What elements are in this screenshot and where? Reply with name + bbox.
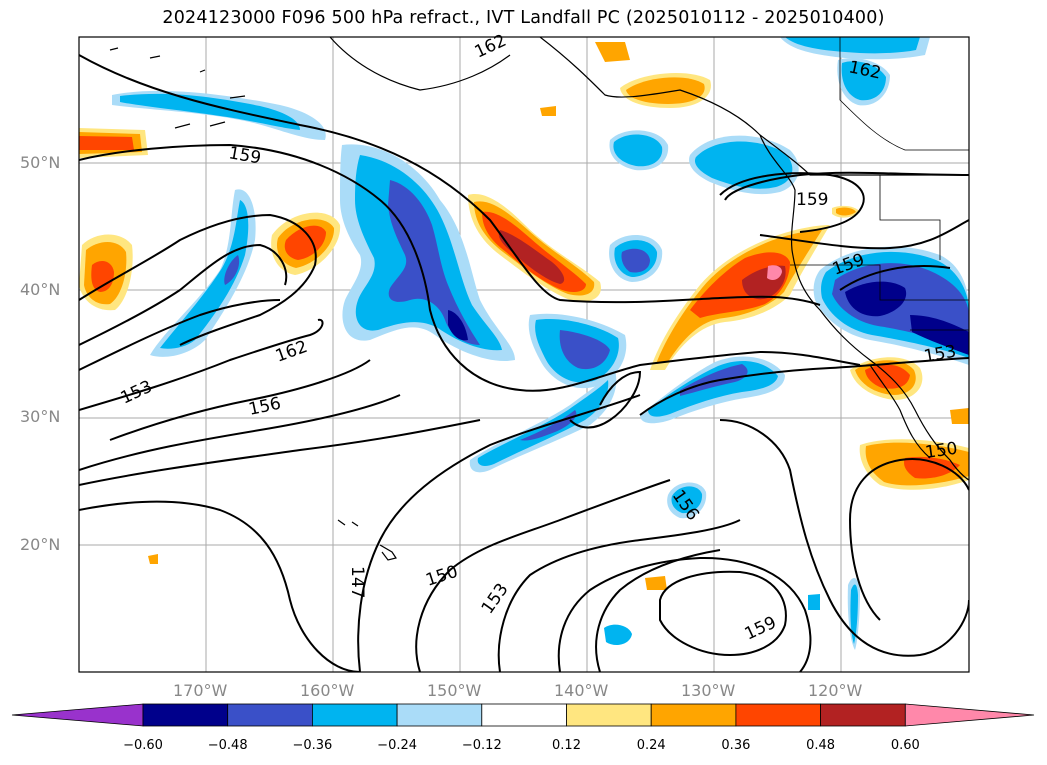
fill-weak-pos <box>148 554 158 564</box>
fill-max-pos <box>767 265 782 280</box>
fill-neg <box>520 410 577 441</box>
colorbar-swatch <box>820 703 906 727</box>
colorbar-tick-label: 0.24 <box>636 738 666 753</box>
colorbar-tick-label: 0.36 <box>721 738 751 753</box>
fill-strong-neg <box>845 281 907 317</box>
colorbar-swatch <box>396 703 483 727</box>
fill-weak-pos <box>645 576 667 590</box>
colorbar-tick-label: −0.60 <box>123 738 163 753</box>
fill-strong-pos <box>498 230 565 284</box>
colorbar-tick-label: 0.12 <box>552 738 581 753</box>
fill-neg <box>388 180 480 345</box>
fill-weak-pos <box>540 106 556 116</box>
colorbar-extend-low <box>11 703 144 727</box>
colorbar-swatch <box>481 703 567 727</box>
colorbar-tick-label: −0.24 <box>377 738 418 753</box>
fill-weak-pos <box>595 42 630 62</box>
colorbar <box>11 703 1035 727</box>
lon-label-140w: 140°W <box>554 681 609 700</box>
fill-strong-neg <box>448 310 468 341</box>
colorbar-swatch <box>650 703 737 727</box>
fill-neg <box>621 248 650 273</box>
fill-weak-neg <box>785 37 920 54</box>
fill-weak-pos <box>836 207 856 216</box>
fill-pos <box>91 260 114 292</box>
lon-label-150w: 150°W <box>427 681 482 700</box>
fill-pos <box>79 136 134 150</box>
lat-label-30n: 30°N <box>20 407 61 426</box>
fill-neg <box>680 364 748 396</box>
fill-weak-neg <box>694 141 793 189</box>
colorbar-tick-label: −0.12 <box>461 738 502 753</box>
lat-label-40n: 40°N <box>20 280 61 299</box>
fill-neg <box>224 255 240 285</box>
filled-contours <box>79 37 969 650</box>
fill-weak-neg <box>841 61 886 101</box>
fill-weak-neg <box>808 594 820 610</box>
colorbar-swatch <box>142 703 229 727</box>
fill-weak-pos <box>950 408 969 424</box>
colorbar-swatch <box>311 703 398 727</box>
fill-weak-neg <box>671 486 703 514</box>
lon-label-170w: 170°W <box>173 681 228 700</box>
lon-label-160w: 160°W <box>300 681 355 700</box>
plot-frame <box>78 36 970 673</box>
colorbar-swatch <box>227 703 313 727</box>
fill-weak-neg <box>613 134 663 167</box>
colorbar-extend-high <box>904 703 1035 727</box>
colorbar-tick-label: 0.48 <box>806 738 836 753</box>
fill-weak-neg <box>477 380 609 466</box>
map-title: 2024123000 F096 500 hPa refract., IVT La… <box>162 8 885 28</box>
contour-label: 150 <box>924 439 959 463</box>
fill-weak-pos <box>626 77 705 104</box>
plot-area <box>79 37 969 672</box>
contour-lines <box>79 54 969 672</box>
fill-weak-neg <box>604 624 632 646</box>
fill-neg <box>559 330 610 370</box>
contour-label: 147 <box>347 566 367 598</box>
colorbar-tick-label: 0.60 <box>890 738 920 753</box>
lat-label-20n: 20°N <box>20 535 61 554</box>
fill-weak-neg <box>850 584 858 644</box>
colorbar-tick-label: −0.36 <box>292 738 333 753</box>
fill-weak-neg <box>120 93 300 130</box>
fill-strong-neg <box>910 315 969 355</box>
coastlines <box>109 37 969 561</box>
contour-label: 159 <box>796 190 828 210</box>
colorbar-tick-label: −0.48 <box>207 738 248 753</box>
fill-pos <box>865 364 910 389</box>
lat-label-50n: 50°N <box>20 153 61 172</box>
lon-label-130w: 130°W <box>681 681 736 700</box>
lon-label-120w: 120°W <box>808 681 863 700</box>
colorbar-swatch <box>735 703 822 727</box>
fill-pos <box>904 456 960 479</box>
colorbar-swatch <box>566 703 652 727</box>
